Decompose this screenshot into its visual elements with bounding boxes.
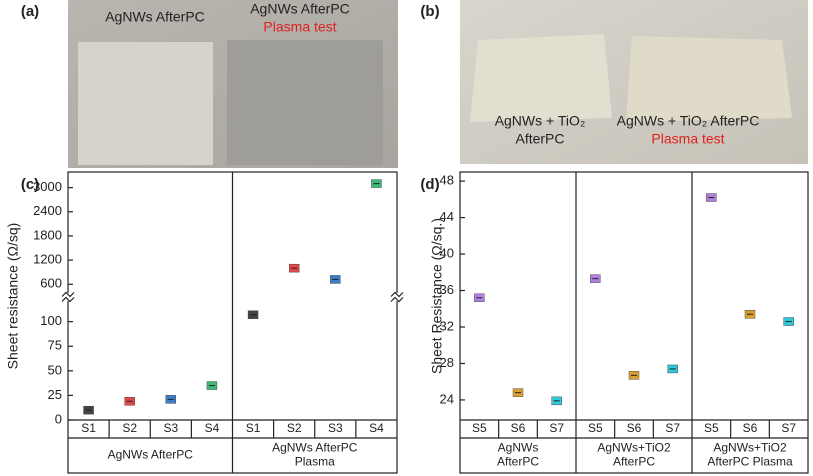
panel-label: (d) <box>420 176 439 193</box>
x-tick-label: S2 <box>287 421 302 435</box>
y-tick-label: 1200 <box>33 252 62 267</box>
x-tick-label: S5 <box>588 421 603 435</box>
x-tick-label: S6 <box>627 421 642 435</box>
x-tick-label: S7 <box>549 421 564 435</box>
sample <box>626 36 792 122</box>
y-tick-label: 24 <box>440 391 454 406</box>
axis-break-gap <box>62 293 74 301</box>
y-tick-label: 25 <box>48 387 62 402</box>
group-label: AgNWs AfterPC <box>272 441 358 455</box>
y-tick-label: 75 <box>48 338 62 353</box>
group-label: Plasma <box>295 455 335 469</box>
x-tick-label: S1 <box>246 421 261 435</box>
photo-caption: AgNWs AfterPC <box>250 1 350 17</box>
x-tick-label: S6 <box>511 421 526 435</box>
y-tick-label: 50 <box>48 362 62 377</box>
photo-highlight: Plasma test <box>651 131 724 147</box>
x-tick-label: S1 <box>81 421 96 435</box>
sample <box>227 40 383 165</box>
group-label: AfterPC <box>613 455 655 469</box>
y-tick-label: 1800 <box>33 227 62 242</box>
axis-break <box>61 296 75 303</box>
y-tick-label: 2400 <box>33 203 62 218</box>
group-label: AgNWs AfterPC <box>108 448 194 462</box>
x-tick-label: S4 <box>369 421 384 435</box>
y-tick-label: 32 <box>440 318 454 333</box>
axis-break-gap <box>391 293 403 301</box>
x-tick-label: S6 <box>743 421 758 435</box>
x-tick-label: S2 <box>122 421 137 435</box>
photo-caption: AgNWs + TiO₂ AfterPC <box>617 113 760 129</box>
group-label: AfterPC Plasma <box>707 455 793 469</box>
y-tick-label: 28 <box>440 355 454 370</box>
photo-caption: AgNWs AfterPC <box>105 9 205 25</box>
x-tick-label: S3 <box>328 421 343 435</box>
photo-caption: AfterPC <box>515 131 564 147</box>
group-label: AgNWs+TiO2 <box>597 441 671 455</box>
axis-break <box>390 296 404 303</box>
y-tick-label: 0 <box>55 411 62 426</box>
y-tick-label: 100 <box>40 313 62 328</box>
x-tick-label: S7 <box>781 421 796 435</box>
y-tick-label: 48 <box>440 173 454 188</box>
y-tick-label: 600 <box>40 276 62 291</box>
y-tick-label: 44 <box>440 209 454 224</box>
x-tick-label: S7 <box>665 421 680 435</box>
sample <box>78 42 213 165</box>
y-axis-label: Sheet resistance (Ω/sq) <box>5 223 21 370</box>
panel-label: (a) <box>21 3 39 20</box>
y-tick-label: 40 <box>440 245 454 260</box>
group-label: AgNWs+TiO2 <box>713 441 787 455</box>
photo-highlight: Plasma test <box>263 19 336 35</box>
panel-label: (c) <box>21 176 39 193</box>
panel-label: (b) <box>420 3 439 20</box>
y-tick-label: 36 <box>440 282 454 297</box>
x-tick-label: S4 <box>205 421 220 435</box>
y-tick-label: 3000 <box>33 179 62 194</box>
x-tick-label: S5 <box>472 421 487 435</box>
group-label: AfterPC <box>497 455 539 469</box>
axis-break <box>390 291 404 298</box>
x-tick-label: S3 <box>163 421 178 435</box>
x-tick-label: S5 <box>704 421 719 435</box>
y-axis-label: Sheet Resistance (Ω/sq.) <box>429 218 445 374</box>
group-label: AgNWs <box>498 441 539 455</box>
photo-caption: AgNWs + TiO₂ <box>495 113 586 129</box>
plot-frame <box>459 171 809 474</box>
sample <box>470 34 612 122</box>
axis-break <box>61 291 75 298</box>
